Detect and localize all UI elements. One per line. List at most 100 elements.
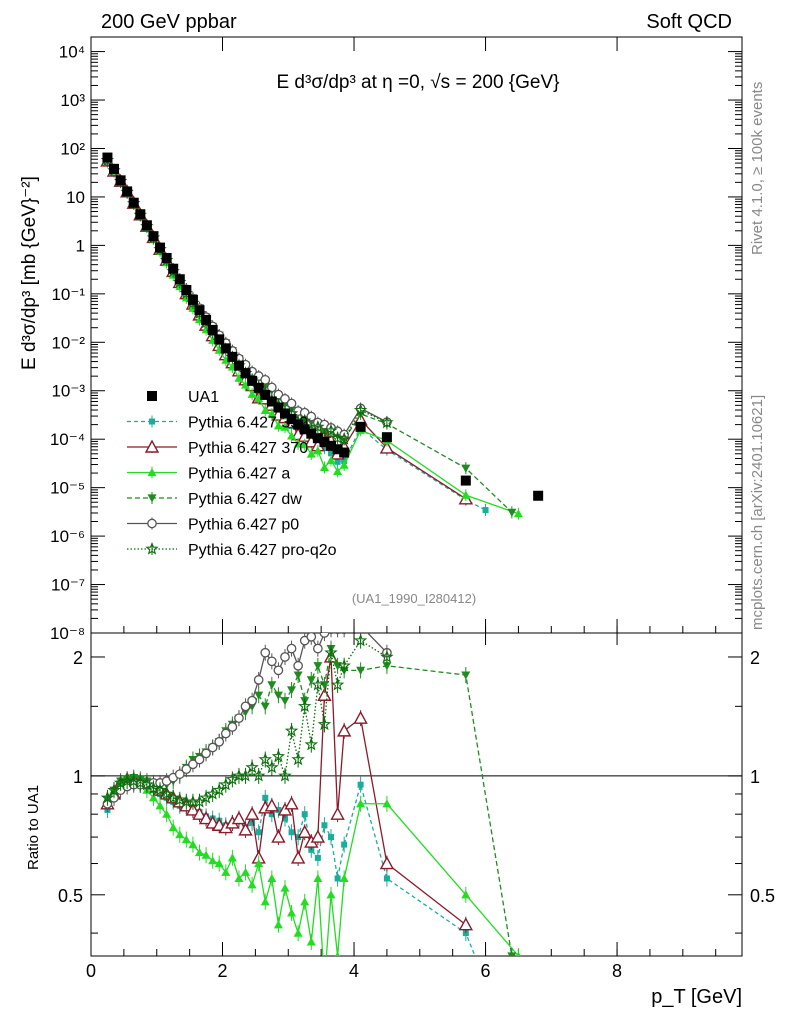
x-tick-label: 2 <box>218 961 228 981</box>
reference-point <box>293 419 304 430</box>
data-point <box>280 422 290 431</box>
data-point <box>482 507 489 514</box>
data-point <box>313 446 323 455</box>
data-point <box>260 647 271 658</box>
reference-point <box>279 408 290 419</box>
data-point <box>297 699 312 713</box>
y-tick-label-main: 10⁻⁶ <box>50 527 85 546</box>
data-point <box>301 811 308 818</box>
watermark: (UA1_1990_I280412) <box>352 591 476 606</box>
data-point <box>254 859 264 868</box>
data-point <box>330 677 345 691</box>
data-point <box>275 806 282 813</box>
data-point <box>337 431 351 445</box>
data-point <box>280 697 290 706</box>
data-point <box>341 841 348 848</box>
reference-point <box>355 421 366 432</box>
y-tick-label-main: 10⁴ <box>59 43 85 62</box>
data-point <box>244 806 260 820</box>
data-point <box>262 794 269 801</box>
data-point <box>227 722 238 732</box>
data-point <box>330 431 345 444</box>
legend-marker <box>144 439 160 453</box>
reference-point <box>326 440 337 451</box>
reference-point <box>233 360 244 371</box>
data-point <box>317 687 332 701</box>
data-point <box>247 389 257 398</box>
series-line-main <box>106 161 486 511</box>
data-point <box>234 873 244 883</box>
data-point <box>245 760 259 774</box>
legend-label: Pythia 6.427 370 <box>188 440 308 457</box>
y-tick-label-main: 10⁻² <box>51 333 85 352</box>
data-point <box>328 834 335 841</box>
data-point <box>268 811 275 818</box>
legend-marker <box>147 391 157 401</box>
data-point <box>280 652 290 662</box>
reference-point <box>381 432 392 443</box>
reference-point <box>299 424 310 435</box>
reference-point <box>312 433 323 444</box>
data-point <box>298 413 312 427</box>
data-point <box>382 662 392 671</box>
data-point <box>461 890 471 899</box>
reference-point <box>174 274 185 285</box>
data-point <box>175 830 185 839</box>
legend-label: Pythia 6.427 pro-q2o <box>188 542 337 559</box>
data-point <box>326 890 336 899</box>
data-point <box>181 764 192 775</box>
data-point <box>382 799 392 808</box>
data-point <box>353 710 368 724</box>
y-tick-label-main: 10⁻³ <box>51 382 85 401</box>
legend-label: Pythia 6.427 p0 <box>188 517 299 534</box>
data-point <box>172 792 187 806</box>
data-point <box>265 760 279 774</box>
data-point <box>148 793 158 802</box>
data-point <box>339 873 349 883</box>
data-point <box>253 675 264 685</box>
data-point <box>273 920 283 929</box>
data-point <box>267 409 277 418</box>
data-point <box>356 666 366 675</box>
data-point <box>249 819 256 826</box>
y-tick-label-ratio: 0.5 <box>58 886 83 906</box>
y-tick-label-main: 10 <box>66 188 85 207</box>
data-point <box>462 930 469 937</box>
data-point <box>288 829 295 836</box>
data-point <box>327 633 335 635</box>
reference-point <box>109 163 120 174</box>
reference-point <box>115 175 126 186</box>
data-point <box>207 742 218 753</box>
data-point <box>284 796 299 810</box>
data-point <box>100 790 115 804</box>
reference-point <box>128 197 139 208</box>
reference-point <box>319 437 330 448</box>
data-point <box>201 850 211 859</box>
reference-point <box>266 396 277 407</box>
y-tick-label-main: 10⁻⁷ <box>51 576 85 595</box>
data-point <box>324 423 338 437</box>
y-tick-label-main: 10⁻⁵ <box>50 479 85 498</box>
data-point <box>264 798 280 812</box>
reference-point <box>286 414 297 425</box>
series-line-main <box>106 160 519 515</box>
data-point <box>380 649 394 663</box>
side-text-bottom: mcplots.cern.ch [arXiv:2401.10621] <box>749 395 766 630</box>
data-point <box>231 811 247 825</box>
data-point <box>337 658 351 672</box>
reference-point <box>148 231 159 242</box>
data-point <box>353 633 368 647</box>
data-point <box>334 633 341 635</box>
legend-marker <box>147 494 157 503</box>
data-point <box>334 875 341 882</box>
reference-point <box>102 152 113 163</box>
data-point <box>280 883 290 892</box>
data-point <box>162 809 172 818</box>
data-point <box>258 752 273 766</box>
y-tick-label-ratio-right: 0.5 <box>750 886 775 906</box>
data-point <box>208 856 218 865</box>
data-point <box>319 462 329 472</box>
data-point <box>234 713 244 724</box>
data-point <box>221 867 231 876</box>
